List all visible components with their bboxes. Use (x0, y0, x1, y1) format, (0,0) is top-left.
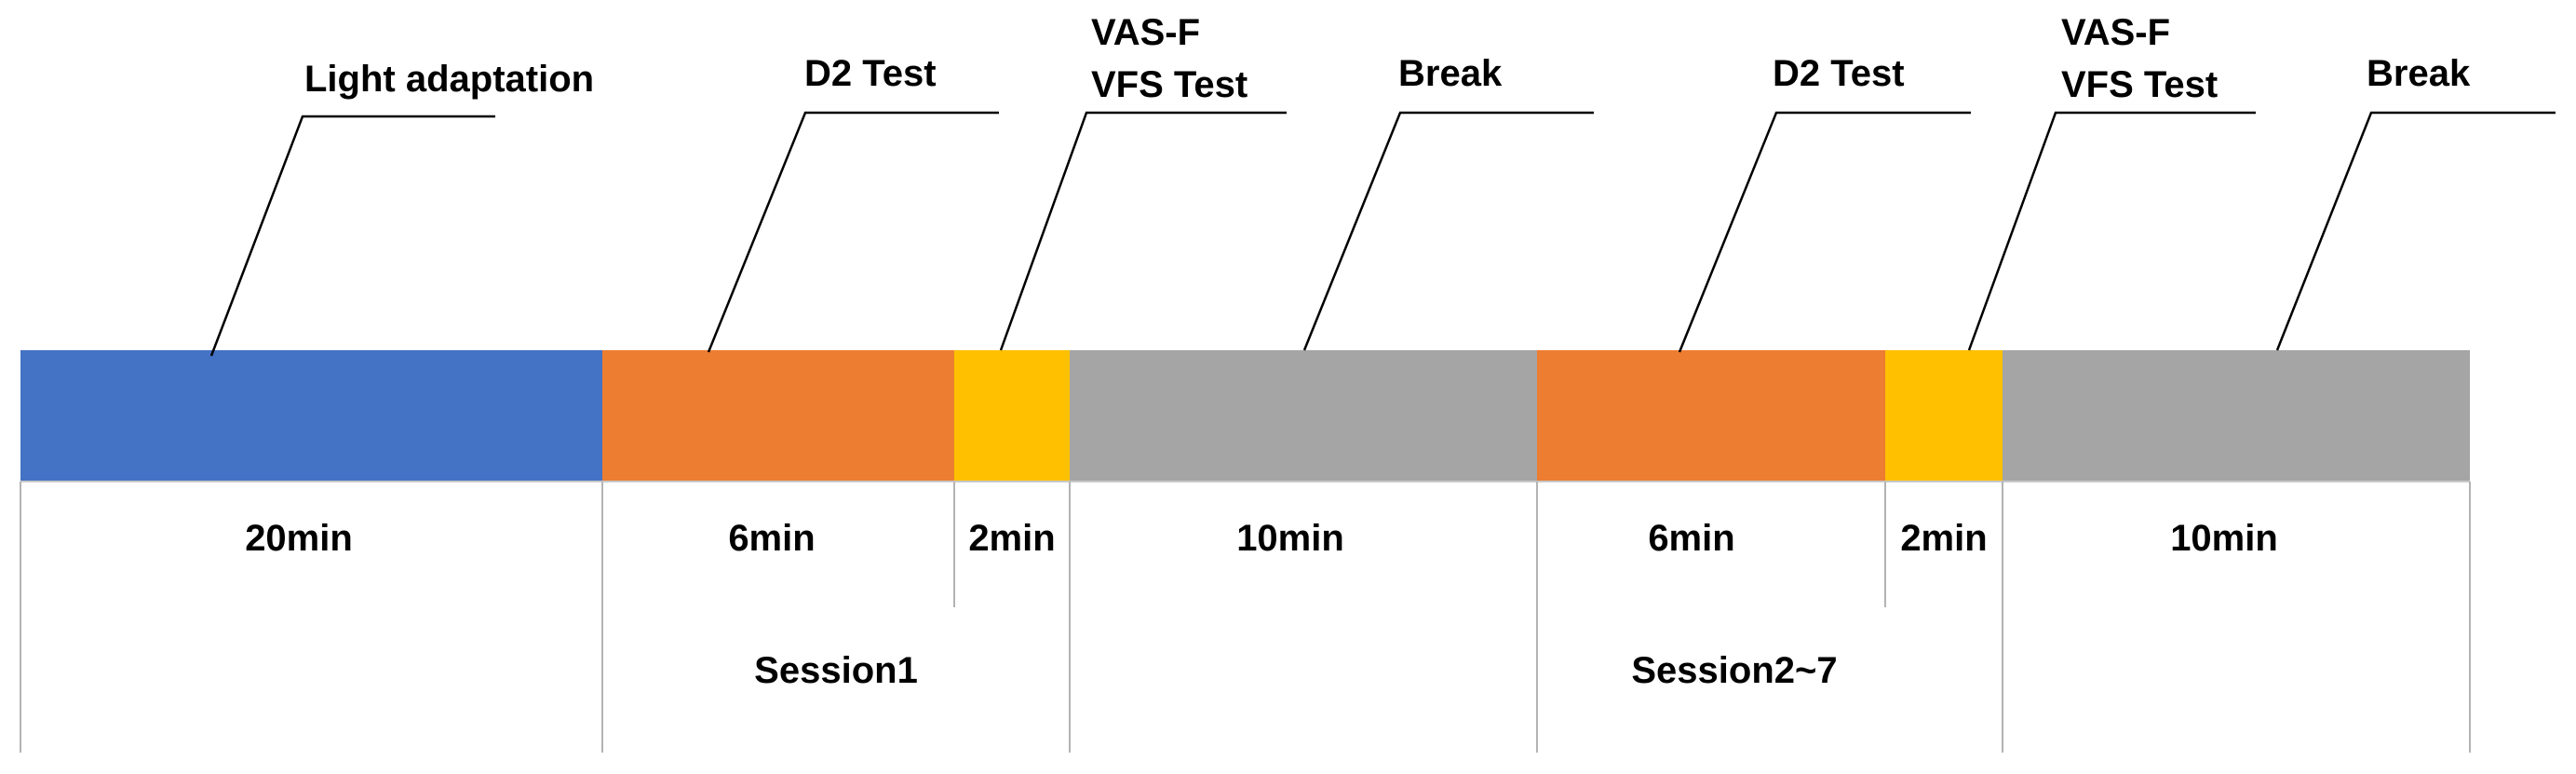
timeline-bar (20, 350, 2470, 482)
callout-line-d2-test-2 (1678, 111, 1971, 353)
label-break-1: Break (1398, 53, 1503, 94)
label-vfs-test-1: VFS Test (1091, 64, 1248, 105)
duration-light-adaptation: 20min (245, 518, 353, 559)
session-label-2-7: Session2~7 (1631, 650, 1837, 691)
segment-d2-test-2 (1537, 350, 1885, 482)
duration-d2-test-1: 6min (728, 518, 815, 559)
segment-break-1 (1070, 350, 1537, 482)
duration-break-2: 10min (2170, 518, 2278, 559)
callout-line-d2-test-1 (707, 111, 999, 353)
duration-d2-test-2: 6min (1648, 518, 1734, 559)
label-d2-test-1: D2 Test (804, 53, 937, 94)
label-vas-f-1: VAS-F (1091, 12, 1200, 53)
duration-labels: 20min 6min 2min 10min 6min 2min 10min (245, 518, 2278, 559)
duration-break-1: 10min (1236, 518, 1344, 559)
label-vfs-test-2: VFS Test (2061, 64, 2218, 105)
session-label-1: Session1 (754, 650, 918, 691)
segment-break-2 (2003, 350, 2470, 482)
session-labels: Session1 Session2~7 (754, 650, 1837, 691)
segment-vas-vfs-1 (954, 350, 1070, 482)
duration-dividers (20, 482, 2471, 753)
label-vas-f-2: VAS-F (2061, 12, 2170, 53)
label-d2-test-2: D2 Test (1773, 53, 1905, 94)
label-break-2: Break (2367, 53, 2471, 94)
segment-d2-test-1 (602, 350, 954, 482)
label-light-adaptation: Light adaptation (304, 59, 594, 100)
callout-line-light-adaptation (209, 115, 495, 357)
callout-line-vas-vfs-2 (1967, 111, 2256, 351)
callout-line-break-1 (1302, 111, 1594, 351)
callout-labels: Light adaptation D2 Test VAS-F VFS Test … (304, 12, 2471, 105)
duration-vas-vfs-1: 2min (968, 518, 1055, 559)
segment-vas-vfs-2 (1885, 350, 2003, 482)
callout-line-break-2 (2275, 111, 2556, 351)
callout-lines (209, 111, 2556, 357)
callout-line-vas-vfs-1 (999, 111, 1287, 351)
segment-light-adaptation (20, 350, 602, 482)
duration-vas-vfs-2: 2min (1900, 518, 1987, 559)
